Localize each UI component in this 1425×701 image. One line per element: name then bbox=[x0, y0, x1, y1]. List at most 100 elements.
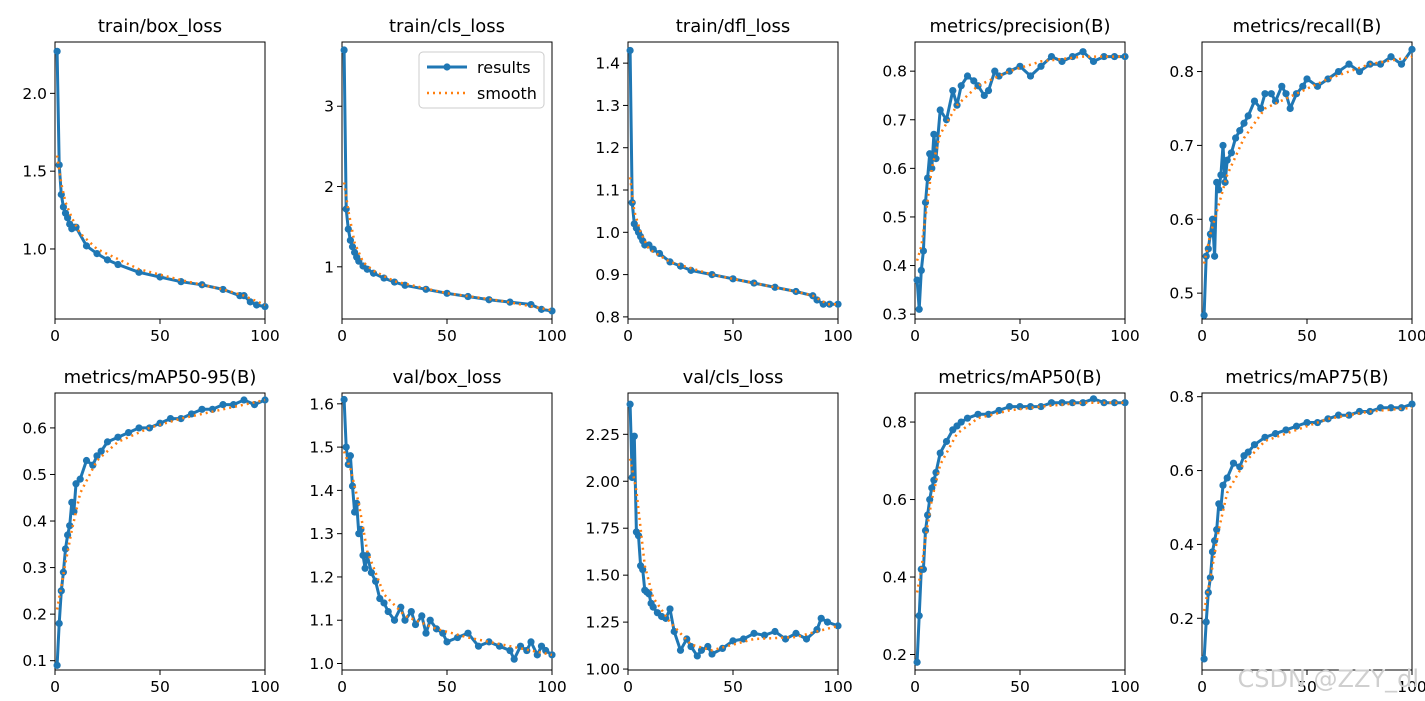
results-point bbox=[198, 405, 206, 413]
results-point bbox=[97, 447, 105, 455]
results-point bbox=[380, 599, 388, 607]
results-point bbox=[82, 242, 91, 250]
y-tick-label: 1.50 bbox=[585, 567, 620, 585]
axes-frame bbox=[627, 392, 839, 671]
results-point bbox=[72, 480, 80, 488]
results-point bbox=[93, 250, 101, 258]
y-tick-label: 2.00 bbox=[585, 473, 620, 491]
results-point bbox=[1282, 90, 1290, 98]
results-point bbox=[942, 437, 951, 446]
results-point bbox=[443, 289, 451, 297]
results-point bbox=[1244, 448, 1252, 456]
x-tick-label: 50 bbox=[437, 327, 457, 345]
results-point bbox=[253, 301, 261, 309]
results-point bbox=[980, 91, 988, 100]
legend-results-marker bbox=[443, 63, 451, 71]
results-point bbox=[177, 415, 185, 423]
results-point bbox=[928, 484, 936, 492]
results-point bbox=[1219, 141, 1227, 150]
results-point bbox=[114, 433, 122, 441]
subplot-title: metrics/mAP75(B) bbox=[1225, 367, 1388, 388]
y-tick-label: 0.2 bbox=[882, 646, 907, 664]
results-point bbox=[510, 655, 518, 663]
y-tick-label: 1.2 bbox=[595, 139, 620, 157]
results-point bbox=[506, 646, 514, 655]
results-point bbox=[1299, 82, 1307, 90]
results-point bbox=[527, 638, 535, 646]
y-tick-label: 1.5 bbox=[22, 163, 47, 181]
results-point bbox=[628, 473, 636, 482]
smooth-line bbox=[1202, 406, 1413, 612]
results-point bbox=[261, 396, 269, 404]
results-point bbox=[135, 424, 143, 432]
results-point bbox=[369, 269, 378, 277]
results-point bbox=[357, 525, 365, 533]
x-tick-label: 0 bbox=[337, 678, 347, 696]
subplot-title: train/box_loss bbox=[98, 16, 222, 37]
results-point bbox=[351, 508, 359, 516]
results-point bbox=[813, 296, 821, 304]
results-point bbox=[1355, 407, 1364, 416]
results-point bbox=[1261, 90, 1269, 98]
results-point bbox=[913, 658, 921, 666]
results-point bbox=[917, 266, 925, 275]
results-point bbox=[464, 629, 472, 637]
y-tick-label: 0.6 bbox=[882, 160, 907, 178]
results-point bbox=[915, 305, 923, 313]
results-point bbox=[630, 432, 638, 440]
results-point bbox=[1026, 72, 1035, 80]
results-point bbox=[942, 116, 951, 124]
y-tick-label: 0.6 bbox=[22, 419, 47, 437]
results-point bbox=[930, 130, 938, 138]
results-point bbox=[367, 569, 375, 577]
y-tick-label: 1.3 bbox=[309, 525, 334, 543]
subplot-2: train/dfl_loss 0 50 100 0.8 0.9 1.0 1.1 1.2 1.3 1.… bbox=[595, 16, 852, 345]
results-point bbox=[1037, 62, 1045, 70]
results-point bbox=[1110, 52, 1119, 61]
subplot-4: metrics/recall(B) 0 50 100 0.5 0.6 0.7 0.8 bbox=[1169, 16, 1425, 345]
results-point bbox=[1079, 399, 1087, 407]
smooth-line bbox=[1202, 55, 1413, 264]
y-tick-label: 1 bbox=[324, 258, 334, 276]
axes-frame bbox=[914, 41, 1126, 320]
y-tick-label: 2 bbox=[324, 178, 334, 196]
y-tick-label: 1.1 bbox=[309, 612, 334, 630]
results-point bbox=[834, 300, 842, 308]
results-point bbox=[718, 644, 727, 653]
x-tick-label: 100 bbox=[823, 678, 853, 696]
results-point bbox=[970, 77, 978, 85]
x-tick-label: 50 bbox=[723, 327, 743, 345]
x-tick-label: 0 bbox=[910, 678, 920, 696]
results-point bbox=[1408, 45, 1416, 53]
results-point bbox=[346, 452, 354, 460]
subplot-title: metrics/precision(B) bbox=[929, 16, 1110, 37]
results-point bbox=[932, 155, 940, 163]
results-point bbox=[924, 511, 932, 519]
results-point bbox=[697, 646, 706, 654]
results-point bbox=[708, 650, 716, 658]
y-tick-label: 0.3 bbox=[22, 559, 47, 577]
results-point bbox=[984, 410, 993, 418]
results-point bbox=[340, 395, 348, 404]
results-point bbox=[957, 82, 965, 90]
results-point bbox=[802, 635, 811, 643]
results-point bbox=[246, 298, 254, 306]
x-tick-label: 50 bbox=[150, 327, 170, 345]
results-point bbox=[1387, 53, 1395, 61]
subplot-6: val/box_loss 0 50 100 1.0 1.1 1.2 1.3 1.4 1.5 1.6 bbox=[309, 367, 566, 696]
results-point bbox=[626, 46, 634, 55]
results-point bbox=[340, 46, 348, 54]
results-point bbox=[1236, 127, 1244, 135]
x-tick-label: 0 bbox=[1197, 678, 1207, 696]
results-point bbox=[1213, 178, 1221, 186]
results-point bbox=[156, 419, 164, 427]
results-point bbox=[1206, 574, 1214, 582]
legend-smooth-label: smooth bbox=[477, 84, 537, 103]
results-point bbox=[61, 545, 70, 553]
x-tick-label: 0 bbox=[50, 678, 60, 696]
x-tick-label: 100 bbox=[537, 327, 567, 345]
results-point bbox=[1089, 395, 1098, 403]
results-point bbox=[1250, 97, 1259, 105]
y-tick-label: 0.8 bbox=[1169, 63, 1194, 81]
results-point bbox=[166, 415, 175, 423]
